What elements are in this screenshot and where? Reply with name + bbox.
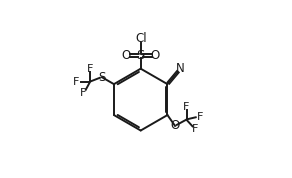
Text: F: F (73, 77, 80, 87)
Text: F: F (80, 88, 87, 98)
Text: F: F (197, 112, 203, 122)
Text: O: O (151, 49, 160, 62)
Text: S: S (98, 71, 106, 84)
Text: F: F (87, 64, 93, 74)
Text: N: N (176, 62, 185, 75)
Text: F: F (192, 124, 198, 135)
Text: F: F (183, 102, 190, 112)
Text: O: O (121, 49, 131, 62)
Text: S: S (137, 49, 145, 62)
Text: O: O (171, 119, 180, 132)
Text: Cl: Cl (135, 32, 147, 45)
